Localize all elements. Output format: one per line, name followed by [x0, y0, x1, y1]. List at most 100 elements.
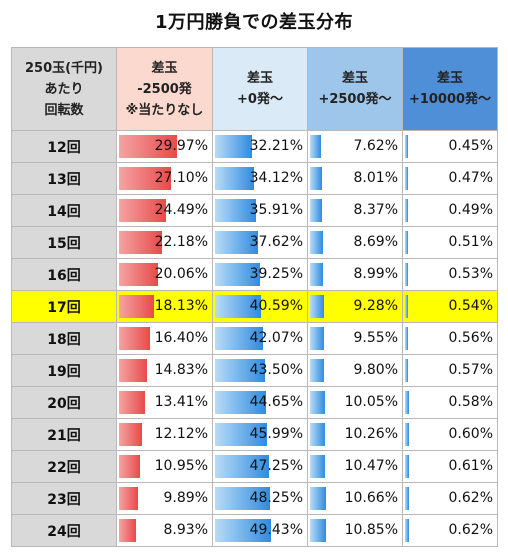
value-cell: 49.43%	[212, 514, 308, 547]
value-cell: 0.62%	[402, 514, 498, 547]
table-row: 22回 10.95% 47.25% 10.47% 0.61%	[11, 450, 498, 483]
value-cell: 12.12%	[116, 418, 213, 451]
value-label: 8.69%	[353, 234, 398, 250]
value-cell: 0.56%	[402, 322, 498, 355]
value-bar	[215, 263, 260, 286]
table-row: 18回 16.40% 42.07% 9.55% 0.56%	[11, 322, 498, 355]
value-label: 13.41%	[154, 394, 208, 410]
column-header-line: 差玉	[151, 60, 178, 76]
value-label: 42.07%	[249, 330, 303, 346]
value-label: 0.56%	[448, 330, 493, 346]
value-cell: 0.60%	[402, 418, 498, 451]
value-label: 0.49%	[448, 202, 493, 218]
value-cell: 9.28%	[307, 290, 403, 323]
value-bar	[310, 135, 322, 158]
value-cell: 40.59%	[212, 290, 308, 323]
value-bar	[119, 487, 138, 510]
value-label: 10.66%	[344, 490, 398, 506]
value-bar	[310, 327, 325, 350]
value-cell: 0.49%	[402, 194, 498, 227]
value-bar	[405, 423, 409, 446]
value-label: 10.26%	[344, 426, 398, 442]
value-bar	[119, 327, 151, 350]
value-bar	[310, 519, 326, 542]
value-cell: 8.69%	[307, 226, 403, 259]
value-label: 8.01%	[353, 170, 398, 186]
value-label: 8.99%	[353, 266, 398, 282]
value-bar	[215, 519, 272, 542]
value-label: 43.50%	[249, 362, 303, 378]
value-cell: 32.21%	[212, 130, 308, 163]
value-label: 0.62%	[448, 522, 493, 538]
value-bar	[310, 167, 322, 190]
value-cell: 10.05%	[307, 386, 403, 419]
value-label: 10.47%	[344, 458, 398, 474]
value-cell: 8.93%	[116, 514, 213, 547]
value-cell: 44.65%	[212, 386, 308, 419]
value-bar	[119, 199, 167, 222]
column-header-4: 差玉 +10000発～	[402, 47, 498, 131]
value-label: 24.49%	[154, 202, 208, 218]
value-cell: 35.91%	[212, 194, 308, 227]
value-bar	[405, 519, 409, 542]
value-label: 14.83%	[154, 362, 208, 378]
value-label: 16.40%	[154, 330, 208, 346]
value-bar	[119, 359, 148, 382]
value-bar	[119, 519, 137, 542]
table-row: 20回 13.41% 44.65% 10.05% 0.58%	[11, 386, 498, 419]
value-label: 9.80%	[353, 362, 398, 378]
value-bar	[405, 391, 409, 414]
row-label: 18回	[11, 322, 117, 355]
value-bar	[405, 359, 409, 382]
value-cell: 48.25%	[212, 482, 308, 515]
table-row: 21回 12.12% 45.99% 10.26% 0.60%	[11, 418, 498, 451]
value-label: 0.45%	[448, 138, 493, 154]
value-cell: 14.83%	[116, 354, 213, 387]
value-cell: 29.97%	[116, 130, 213, 163]
column-header-2: 差玉 +0発～	[212, 47, 308, 131]
value-label: 0.61%	[448, 458, 493, 474]
value-cell: 20.06%	[116, 258, 213, 291]
value-bar	[310, 295, 324, 318]
value-bar	[119, 391, 145, 414]
header-row: 250玉(千円) あたり 回転数 差玉 -2500発 ※当たりなし 差玉 +0発～ 差玉 +250…	[11, 47, 498, 131]
row-label: 15回	[11, 226, 117, 259]
table-row: 13回 27.10% 34.12% 8.01% 0.47%	[11, 162, 498, 195]
value-cell: 8.37%	[307, 194, 403, 227]
value-bar	[405, 455, 409, 478]
value-cell: 8.99%	[307, 258, 403, 291]
row-label: 17回	[11, 290, 117, 323]
column-header-0: 250玉(千円) あたり 回転数	[11, 47, 117, 131]
value-bar	[310, 423, 326, 446]
row-label: 14回	[11, 194, 117, 227]
table-row: 24回 8.93% 49.43% 10.85% 0.62%	[11, 514, 498, 547]
value-cell: 39.25%	[212, 258, 308, 291]
table-row: 15回 22.18% 37.62% 8.69% 0.51%	[11, 226, 498, 259]
column-header-line: 差玉	[436, 71, 463, 86]
value-cell: 24.49%	[116, 194, 213, 227]
value-label: 48.25%	[249, 490, 303, 506]
value-cell: 37.62%	[212, 226, 308, 259]
value-cell: 9.55%	[307, 322, 403, 355]
value-bar	[119, 295, 154, 318]
value-label: 45.99%	[249, 426, 303, 442]
value-bar	[119, 167, 172, 190]
column-header-3: 差玉 +2500発～	[307, 47, 403, 131]
value-label: 44.65%	[249, 394, 303, 410]
row-label: 12回	[11, 130, 117, 163]
value-cell: 0.45%	[402, 130, 498, 163]
value-label: 0.54%	[448, 298, 493, 314]
value-bar	[215, 487, 270, 510]
row-label: 21回	[11, 418, 117, 451]
value-cell: 10.95%	[116, 450, 213, 483]
row-label: 24回	[11, 514, 117, 547]
value-bar	[119, 263, 158, 286]
value-bar	[119, 455, 141, 478]
column-header-1: 差玉 -2500発 ※当たりなし	[116, 47, 213, 131]
value-label: 0.51%	[448, 234, 493, 250]
value-label: 8.37%	[353, 202, 398, 218]
value-bar	[215, 295, 262, 318]
value-cell: 0.58%	[402, 386, 498, 419]
row-label: 19回	[11, 354, 117, 387]
table-row: 19回 14.83% 43.50% 9.80% 0.57%	[11, 354, 498, 387]
